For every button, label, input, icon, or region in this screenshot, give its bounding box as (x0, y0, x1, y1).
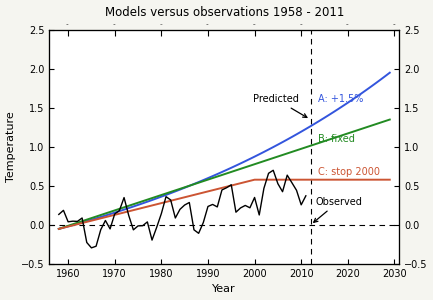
Text: C: stop 2000: C: stop 2000 (317, 167, 379, 177)
Text: Predicted: Predicted (252, 94, 307, 117)
Text: B: fixed: B: fixed (317, 134, 354, 144)
Title: Models versus observations 1958 - 2011: Models versus observations 1958 - 2011 (105, 6, 344, 19)
Text: A: +1.5%: A: +1.5% (317, 94, 363, 104)
Y-axis label: Temperature: Temperature (6, 112, 16, 182)
X-axis label: Year: Year (213, 284, 236, 294)
Text: Observed: Observed (314, 196, 362, 222)
